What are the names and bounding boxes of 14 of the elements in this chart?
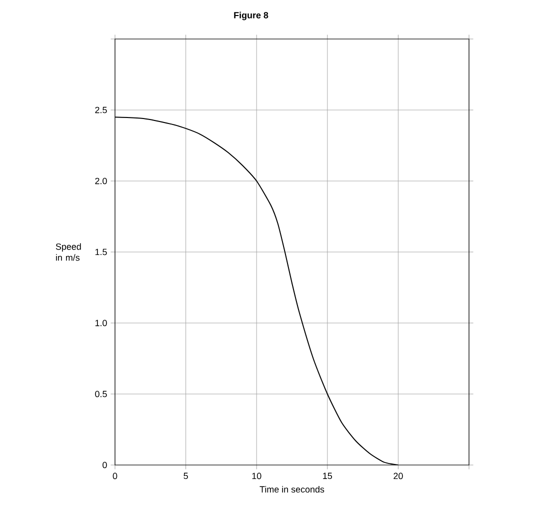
x-axis-title: Time in seconds [260,486,324,493]
chart-title: Figure 8 [234,12,268,20]
y-tick-label: 2.5 [95,106,107,114]
x-tick-label: 15 [323,472,332,480]
y-tick-label: 0 [102,462,107,468]
x-tick-label: 10 [252,472,262,480]
x-tick-label: 20 [394,472,403,480]
y-tick-label: 1.5 [95,248,107,256]
y-tick-label: 1.0 [95,320,107,326]
x-tick-label: 0 [112,472,118,480]
y-tick-label: 0.5 [95,390,107,398]
y-tick-label: 2.0 [95,178,107,184]
x-tick-label: 5 [184,472,188,480]
y-axis-title: Speed in m/s [56,243,81,261]
